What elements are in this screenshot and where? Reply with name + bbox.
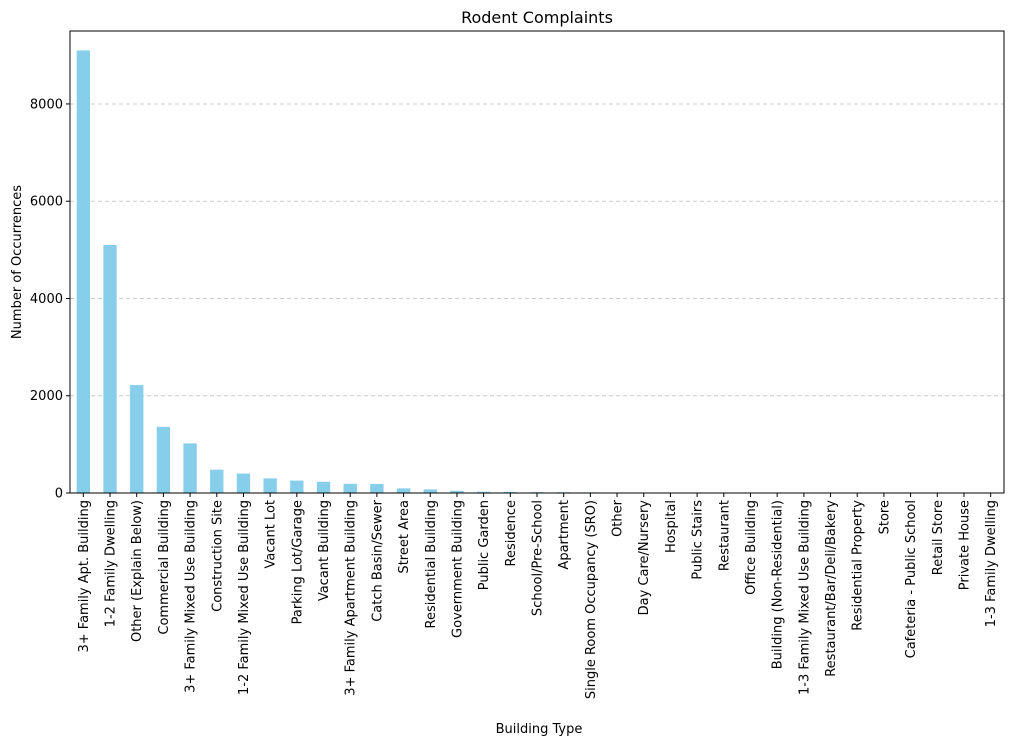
bar [396,488,411,493]
grid-lines [70,103,1004,397]
x-tick-label: Hospital [664,500,679,553]
bar [183,443,197,493]
x-axis-label: Building Type [496,722,583,737]
bar [316,481,331,493]
x-tick-label: Vacant Building [317,500,332,601]
x-tick-label: Construction Site [210,500,225,612]
x-tick-label: Office Building [744,500,759,595]
y-tick-label: 4000 [30,292,63,307]
y-axis-ticks: 0 2000 4000 6000 8000 [30,97,70,502]
x-tick-label: Government Building [450,500,465,638]
x-tick-label: Cafeteria - Public School [904,500,919,658]
x-tick-label: Residential Building [424,500,439,628]
x-tick-label: Retail Store [931,500,946,575]
chart-title: Rodent Complaints [461,8,613,27]
bar [210,469,224,493]
x-tick-label: Store [877,500,892,534]
y-tick-label: 6000 [30,195,63,210]
y-tick-label: 0 [55,487,63,502]
x-tick-label: Single Room Occupancy (SRO) [584,500,599,699]
bars [76,50,998,493]
x-tick-label: Public Garden [477,500,492,590]
x-tick-label: Residential Property [851,500,866,631]
x-tick-label: 3+ Family Apartment Building [344,500,359,696]
bar [476,491,491,493]
bar [423,489,437,493]
x-tick-label: 1-2 Family Mixed Use Building [237,500,252,695]
x-tick-label: Other (Explain Below) [130,500,145,642]
bar [130,385,144,493]
y-tick-label: 2000 [30,389,63,404]
x-tick-label: 1-2 Family Dwelling [104,500,119,627]
bar [370,484,384,493]
x-tick-label: 1-3 Family Mixed Use Building [797,500,812,695]
x-axis-ticks: 3+ Family Apt. Building 1-2 Family Dwelli… [77,493,999,699]
x-tick-label: 3+ Family Mixed Use Building [184,500,199,693]
bar [236,473,251,493]
x-tick-label: School/Pre-School [531,500,546,616]
x-tick-label: 3+ Family Apt. Building [77,500,92,653]
x-tick-label: Parking Lot/Garage [290,500,305,624]
x-tick-label: Other [611,499,626,537]
x-tick-label: Restaurant/Bar/Deli/Bakery [824,500,839,677]
x-tick-label: Street Area [397,500,412,574]
x-tick-label: Restaurant [717,500,732,571]
x-tick-label: Residence [504,500,519,566]
x-tick-label: Catch Basin/Sewer [370,499,385,621]
bar [343,483,357,493]
x-tick-label: Vacant Lot [264,500,279,569]
x-tick-label: Day Care/Nursery [637,500,652,616]
plot-frame [69,30,1005,494]
x-tick-label: Private House [957,500,972,590]
x-tick-label: Public Stairs [691,500,706,580]
bar [290,480,304,493]
y-tick-label: 8000 [30,97,63,112]
bar [450,490,464,493]
bar [263,478,277,493]
bar [103,244,117,493]
x-tick-label: Commercial Building [157,500,172,635]
x-tick-label: 1-3 Family Dwelling [984,500,999,627]
bar [76,50,91,493]
y-axis-label: Number of Occurrences [10,185,25,339]
x-tick-label: Apartment [557,500,572,570]
x-tick-label: Building (Non-Residential) [771,500,786,669]
bar [156,426,171,493]
